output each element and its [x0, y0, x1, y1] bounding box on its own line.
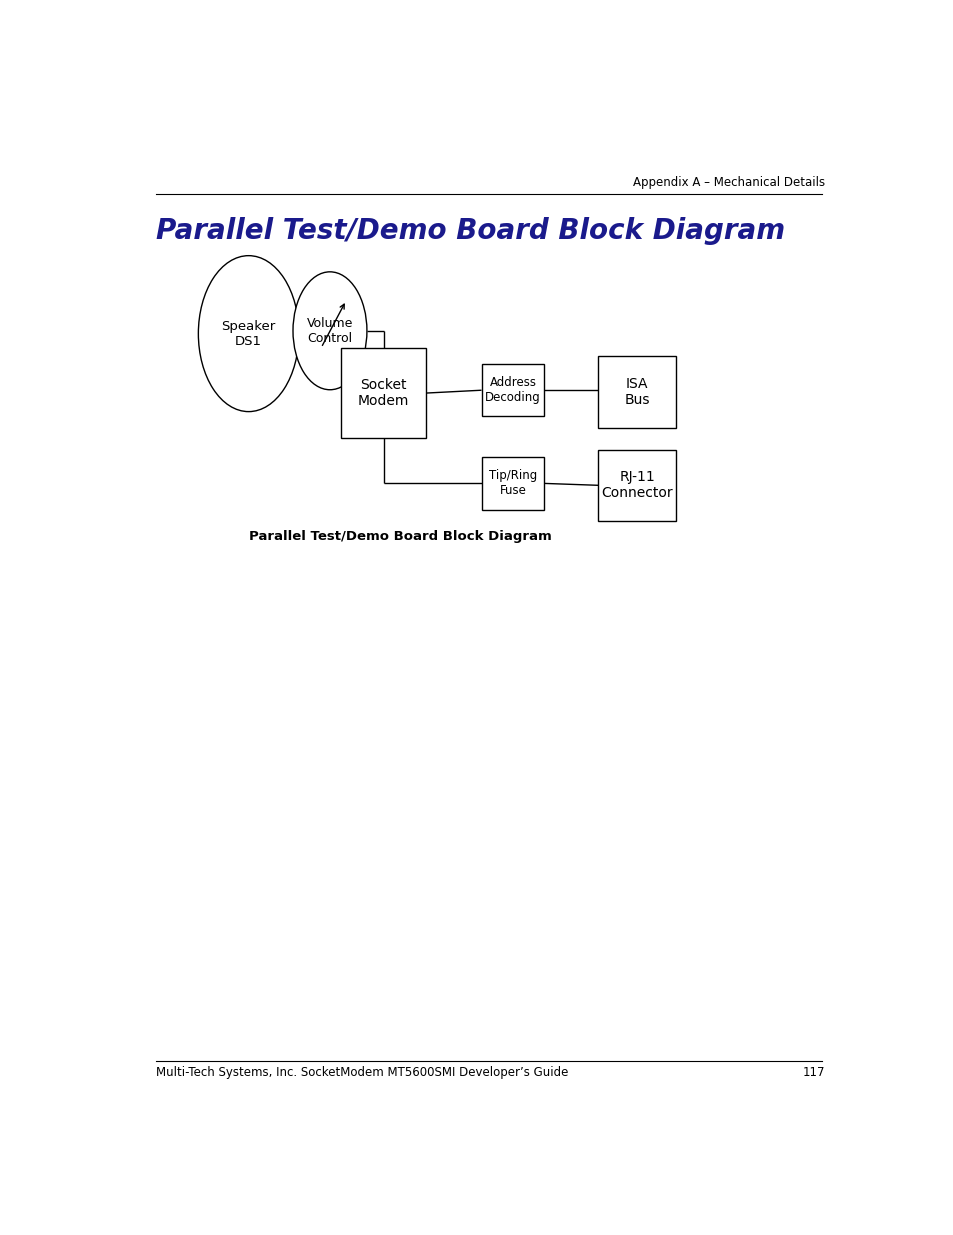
Bar	[341, 348, 426, 438]
Text: Address
Decoding: Address Decoding	[484, 377, 540, 404]
Text: Socket
Modem: Socket Modem	[357, 378, 409, 409]
Text: ISA
Bus: ISA Bus	[624, 377, 649, 408]
Text: RJ-11
Connector: RJ-11 Connector	[600, 471, 672, 500]
Text: Volume
Control: Volume Control	[307, 317, 353, 345]
Text: Parallel Test/Demo Board Block Diagram: Parallel Test/Demo Board Block Diagram	[249, 531, 551, 543]
Text: 117: 117	[802, 1066, 824, 1079]
Bar	[598, 357, 676, 427]
Text: Tip/Ring
Fuse: Tip/Ring Fuse	[488, 469, 537, 498]
Text: Speaker
DS1: Speaker DS1	[221, 320, 275, 347]
Bar	[481, 457, 544, 510]
Bar	[481, 364, 544, 416]
Ellipse shape	[198, 256, 298, 411]
Ellipse shape	[293, 272, 367, 390]
Text: Parallel Test/Demo Board Block Diagram: Parallel Test/Demo Board Block Diagram	[156, 216, 784, 245]
Bar	[598, 450, 676, 521]
Text: Multi-Tech Systems, Inc. SocketModem MT5600SMI Developer’s Guide: Multi-Tech Systems, Inc. SocketModem MT5…	[156, 1066, 568, 1079]
Text: Appendix A – Mechanical Details: Appendix A – Mechanical Details	[633, 177, 824, 189]
